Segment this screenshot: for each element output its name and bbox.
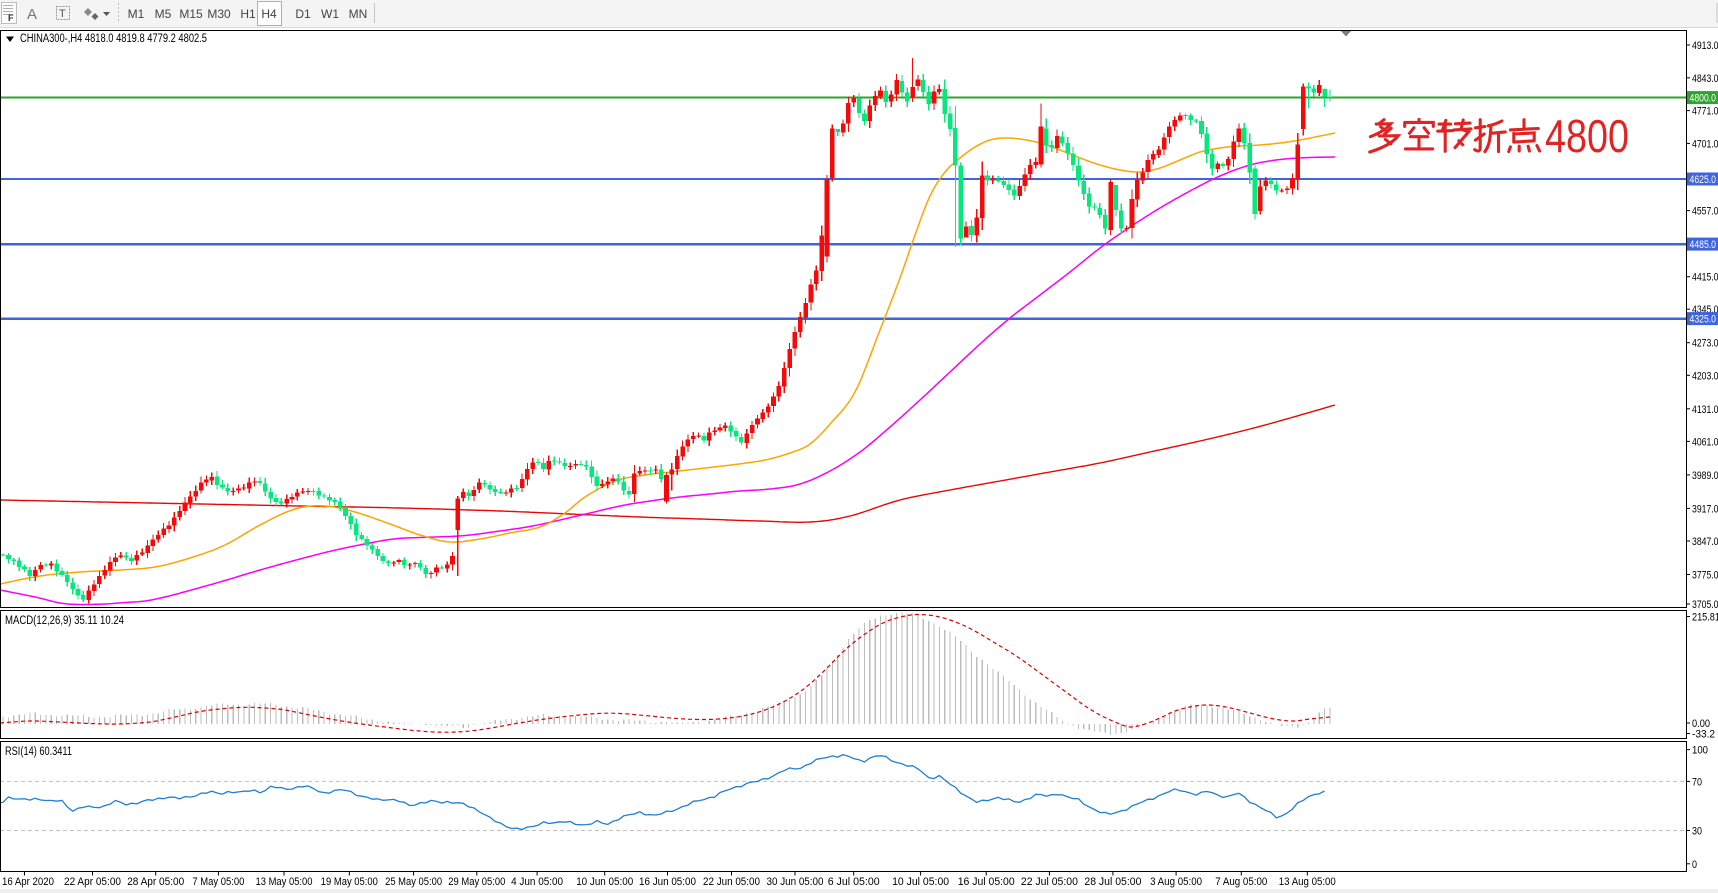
svg-text:4415.0: 4415.0: [1692, 272, 1718, 284]
svg-text:4701.0: 4701.0: [1692, 138, 1718, 150]
svg-text:10 Jul 05:00: 10 Jul 05:00: [892, 876, 949, 888]
svg-text:7 Aug 05:00: 7 Aug 05:00: [1215, 876, 1267, 888]
svg-text:4800: 4800: [1545, 110, 1629, 162]
svg-text:22 Jun 05:00: 22 Jun 05:00: [703, 876, 760, 888]
svg-text:3847.0: 3847.0: [1692, 536, 1718, 548]
svg-text:30 Jun 05:00: 30 Jun 05:00: [767, 876, 824, 888]
svg-text:4771.0: 4771.0: [1692, 106, 1718, 118]
svg-text:22 Jul 05:00: 22 Jul 05:00: [1021, 876, 1078, 888]
svg-text:28 Apr 05:00: 28 Apr 05:00: [127, 876, 184, 888]
svg-text:-33.2: -33.2: [1692, 729, 1715, 741]
svg-text:25 May 05:00: 25 May 05:00: [385, 876, 442, 888]
svg-text:A: A: [27, 6, 37, 23]
svg-text:100: 100: [1692, 745, 1708, 757]
svg-text:16 Jul 05:00: 16 Jul 05:00: [958, 876, 1015, 888]
svg-text:19 May 05:00: 19 May 05:00: [321, 876, 378, 888]
svg-text:4625.0: 4625.0: [1690, 174, 1717, 186]
svg-text:4557.0: 4557.0: [1692, 206, 1718, 218]
svg-text:29 May 05:00: 29 May 05:00: [448, 876, 505, 888]
svg-text:M30: M30: [207, 7, 231, 21]
svg-text:7 May 05:00: 7 May 05:00: [192, 876, 244, 888]
svg-text:16 Jun 05:00: 16 Jun 05:00: [639, 876, 696, 888]
svg-text:H4: H4: [261, 7, 277, 21]
svg-text:70: 70: [1692, 776, 1702, 788]
svg-text:4843.0: 4843.0: [1692, 73, 1718, 85]
svg-text:3989.0: 3989.0: [1692, 470, 1718, 482]
svg-text:D1: D1: [295, 7, 311, 21]
svg-text:30: 30: [1692, 826, 1702, 838]
svg-text:13 Aug 05:00: 13 Aug 05:00: [1279, 876, 1336, 888]
svg-text:W1: W1: [321, 7, 339, 21]
svg-text:6 Jul 05:00: 6 Jul 05:00: [828, 876, 880, 888]
svg-text:3705.0: 3705.0: [1692, 599, 1718, 611]
svg-text:4061.0: 4061.0: [1692, 436, 1718, 448]
svg-text:MACD(12,26,9) 35.11 10.24: MACD(12,26,9) 35.11 10.24: [5, 615, 124, 627]
svg-text:28 Jul 05:00: 28 Jul 05:00: [1084, 876, 1141, 888]
svg-text:M1: M1: [128, 7, 145, 21]
svg-text:3917.0: 3917.0: [1692, 503, 1718, 515]
svg-text:CHINA300-,H4 4818.0 4819.8 47: CHINA300-,H4 4818.0 4819.8 4779.2 4802.5: [20, 33, 207, 45]
svg-text:10 Jun 05:00: 10 Jun 05:00: [576, 876, 633, 888]
svg-text:0.00: 0.00: [1692, 718, 1710, 730]
svg-text:0: 0: [1692, 859, 1697, 871]
svg-text:RSI(14) 60.3411: RSI(14) 60.3411: [5, 746, 72, 758]
svg-text:4325.0: 4325.0: [1690, 314, 1717, 326]
svg-text:4203.0: 4203.0: [1692, 370, 1718, 382]
svg-text:22 Apr 05:00: 22 Apr 05:00: [64, 876, 121, 888]
svg-text:4800.0: 4800.0: [1690, 93, 1717, 105]
svg-text:3 Aug 05:00: 3 Aug 05:00: [1150, 876, 1202, 888]
svg-text:F: F: [8, 13, 14, 23]
svg-text:4913.0: 4913.0: [1692, 40, 1718, 52]
svg-text:215.81: 215.81: [1692, 612, 1718, 624]
svg-text:H1: H1: [240, 7, 256, 21]
svg-text:4131.0: 4131.0: [1692, 404, 1718, 416]
svg-text:4 Jun 05:00: 4 Jun 05:00: [511, 876, 563, 888]
svg-text:4273.0: 4273.0: [1692, 338, 1718, 350]
svg-text:M15: M15: [179, 7, 203, 21]
svg-text:13 May 05:00: 13 May 05:00: [256, 876, 313, 888]
svg-text:3775.0: 3775.0: [1692, 570, 1718, 582]
svg-text:4485.0: 4485.0: [1690, 239, 1717, 251]
svg-text:M5: M5: [155, 7, 172, 21]
svg-text:MN: MN: [349, 7, 368, 21]
svg-text:T: T: [59, 8, 66, 20]
svg-text:16 Apr 2020: 16 Apr 2020: [2, 876, 54, 888]
